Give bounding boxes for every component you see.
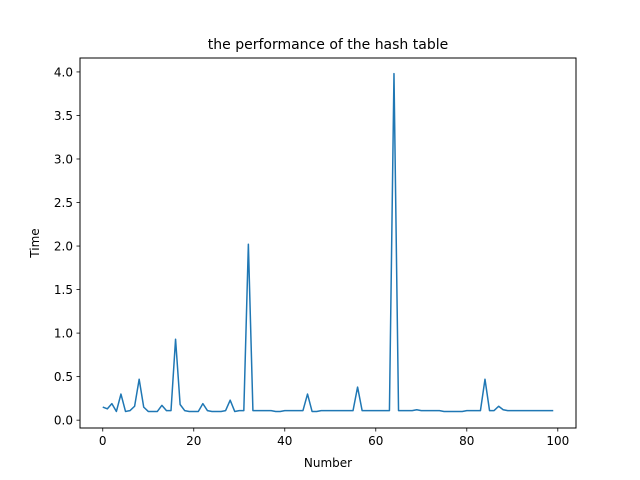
y-tick-label: 4.0 xyxy=(54,65,73,79)
x-tick-label: 0 xyxy=(99,434,107,448)
chart-marks xyxy=(102,72,554,413)
y-tick-label: 2.0 xyxy=(54,240,73,254)
chart-title: the performance of the hash table xyxy=(208,37,448,53)
x-axis-ticks: 0 20 40 60 80 100 xyxy=(99,428,569,448)
y-tick-label: 1.0 xyxy=(54,327,73,341)
series-line-0 xyxy=(102,72,554,413)
y-tick-label: 3.0 xyxy=(54,152,73,166)
x-tick-label: 80 xyxy=(459,434,474,448)
x-axis-label: Number xyxy=(304,456,352,470)
plot-area xyxy=(80,58,576,428)
y-axis-label: Time xyxy=(28,228,42,258)
y-tick-label: 0.5 xyxy=(54,370,73,384)
y-axis-ticks: 0.0 0.5 1.0 1.5 2.0 2.5 3.0 3.5 4.0 xyxy=(54,65,80,428)
plot-frame xyxy=(79,57,577,429)
y-tick-label: 0.0 xyxy=(54,414,73,428)
x-tick-label: 60 xyxy=(368,434,383,448)
y-tick-label: 2.5 xyxy=(54,196,73,210)
y-tick-label: 3.5 xyxy=(54,109,73,123)
x-tick-label: 40 xyxy=(277,434,292,448)
x-tick-label: 20 xyxy=(186,434,201,448)
x-tick-label: 100 xyxy=(546,434,569,448)
y-tick-label: 1.5 xyxy=(54,283,73,297)
